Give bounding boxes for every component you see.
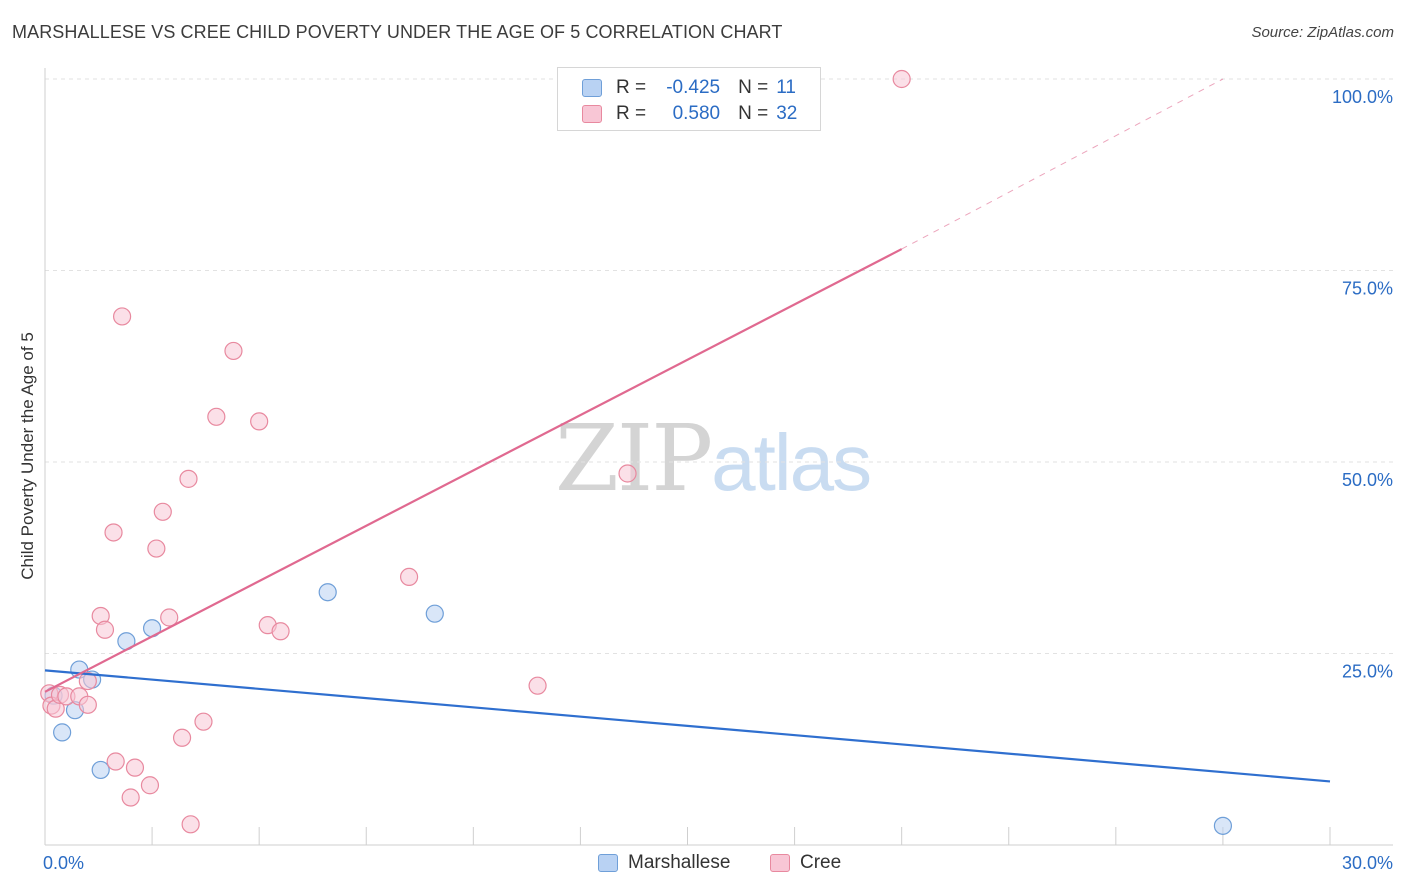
cree-swatch (770, 854, 790, 872)
cree-point (528, 676, 547, 695)
cree-swatch (582, 105, 602, 123)
y-tick-label: 25.0% (1342, 662, 1393, 682)
n-value: 11 (776, 77, 796, 98)
cree-point (250, 412, 269, 431)
marshallese-swatch (598, 854, 618, 872)
y-axis-title: Child Poverty Under the Age of 5 (18, 332, 37, 580)
cree-point (106, 752, 125, 771)
legend-label: Cree (800, 852, 842, 873)
legend-item-cree: Cree (770, 852, 841, 874)
cree-trend-line (44, 248, 903, 693)
cree-point (271, 622, 290, 641)
series-legend: Marshallese Cree (0, 852, 1406, 876)
legend-label: Marshallese (628, 852, 731, 873)
n-label: N = (738, 103, 769, 124)
source-label: Source: ZipAtlas.com (1251, 24, 1394, 41)
r-value: -0.425 (666, 77, 721, 98)
cree-point (160, 608, 179, 627)
x-tick-label: 0.0% (43, 853, 84, 873)
marshallese-trend-line (44, 669, 1331, 783)
marshallese-swatch (582, 79, 602, 97)
cree-point (181, 815, 200, 834)
cree-point (179, 469, 198, 488)
marshallese-point (318, 583, 337, 602)
r-value: 0.580 (672, 103, 721, 124)
y-tick-label: 75.0% (1342, 279, 1393, 299)
legend-item-marshallese: Marshallese (598, 852, 730, 874)
marshallese-point (91, 760, 110, 780)
y-tick-label: 100.0% (1332, 87, 1393, 107)
cree-point (147, 539, 166, 558)
cree-point (125, 758, 145, 777)
cree-point (194, 712, 213, 731)
cree-point (95, 620, 115, 639)
x-tick-label: 30.0% (1342, 853, 1393, 873)
cree-point (112, 307, 132, 326)
y-tick-label: 50.0% (1342, 470, 1393, 490)
n-label: N = (738, 77, 769, 98)
cree-point (78, 671, 97, 691)
cree-point (618, 464, 637, 483)
legend-row-marshallese: R = -0.425 N = 11 (582, 77, 796, 99)
marshallese-point (425, 604, 444, 623)
chart-title: MARSHALLESE VS CREE CHILD POVERTY UNDER … (12, 22, 783, 42)
cree-point (207, 407, 226, 426)
cree-point (892, 69, 911, 89)
cree-trend-extension (901, 78, 1224, 250)
cree-point (78, 695, 97, 714)
r-label: R = (616, 77, 647, 98)
cree-point (104, 523, 123, 542)
marshallese-point (53, 723, 72, 742)
cree-point (140, 776, 160, 795)
cree-point (121, 788, 140, 807)
cree-point (224, 341, 243, 361)
marshallese-point (1213, 816, 1233, 835)
stats-legend: R = -0.425 N = 11 R = 0.580 N = 32 (557, 67, 821, 131)
cree-point (399, 567, 419, 587)
cree-point (153, 502, 172, 521)
r-label: R = (616, 103, 647, 124)
n-value: 32 (776, 103, 798, 124)
legend-row-cree: R = 0.580 N = 32 (582, 103, 797, 125)
cree-point (172, 728, 192, 747)
